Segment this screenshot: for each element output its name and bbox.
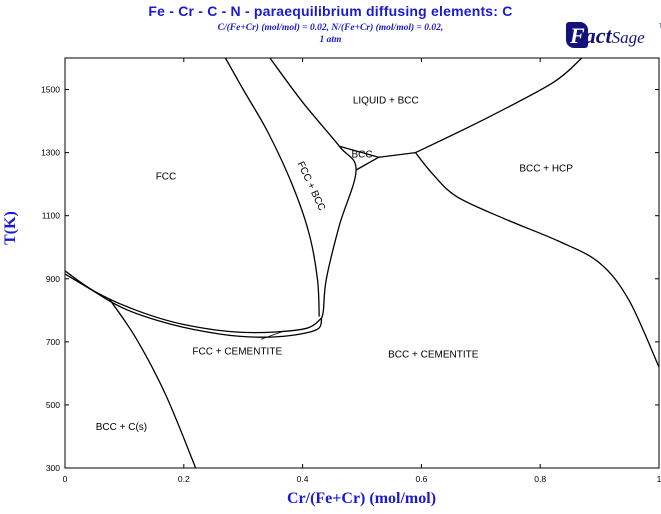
chart-subtitle-conditions: C/(Fe+Cr) (mol/mol) = 0.02, N/(Fe+Cr) (m… xyxy=(217,23,444,33)
x-tick-label: 1 xyxy=(657,474,661,484)
chart-subtitle-pressure: 1 atm xyxy=(319,35,342,45)
x-tick-label: 0.8 xyxy=(534,474,546,484)
y-tick-label: 1300 xyxy=(41,148,60,158)
region-label: BCC + CEMENTITE xyxy=(388,350,479,361)
y-axis-label: T(K) xyxy=(2,211,19,245)
boundary-fcc-cementite-lower xyxy=(64,273,323,338)
region-label: LIQUID + BCC xyxy=(353,96,419,107)
region-label: BCC xyxy=(351,149,372,160)
y-tick-label: 900 xyxy=(46,274,60,284)
y-tick-label: 1500 xyxy=(41,85,60,95)
region-label: FCC xyxy=(156,171,177,182)
factsage-logo-mark xyxy=(566,22,588,48)
y-tick-label: 300 xyxy=(46,463,60,473)
boundary-liquid-bcc-left xyxy=(339,145,379,158)
plot-frame xyxy=(64,57,660,469)
boundary-fcc-bcc-left xyxy=(224,57,320,317)
boundary-liquid-bcc-mid xyxy=(378,151,416,158)
boundary-bcc-hcp xyxy=(414,152,660,368)
boundary-liquid-bcc-right xyxy=(415,57,583,154)
region-label: FCC + CEMENTITE xyxy=(192,346,282,357)
x-tick-label: 0.6 xyxy=(415,474,427,484)
boundary-bcc-pocket-lower xyxy=(355,156,379,171)
y-tick-label: 500 xyxy=(46,400,60,410)
y-tick-label: 1100 xyxy=(42,211,61,221)
x-axis-label: Cr/(Fe+Cr) (mol/mol) xyxy=(286,490,437,507)
chart-title: Fe - Cr - C - N - paraequilibrium diffus… xyxy=(148,3,513,19)
region-label: BCC + HCP xyxy=(519,164,573,175)
boundary-fcc-cementite-upper xyxy=(64,270,322,334)
phase-boundaries xyxy=(64,57,660,469)
boundary-fcc-bcc-right xyxy=(269,57,357,319)
y-tick-label: 700 xyxy=(46,337,60,347)
logo-trademark: TM xyxy=(659,24,661,30)
boundary-label-pointer xyxy=(260,330,285,340)
region-label: BCC + C(s) xyxy=(96,422,147,433)
boundary-bcc-carbon xyxy=(108,298,197,469)
x-tick-label: 0.2 xyxy=(178,474,190,484)
x-tick-label: 0 xyxy=(63,474,68,484)
factsage-logo-text: FactSage xyxy=(570,23,645,48)
x-tick-label: 0.4 xyxy=(297,474,309,484)
